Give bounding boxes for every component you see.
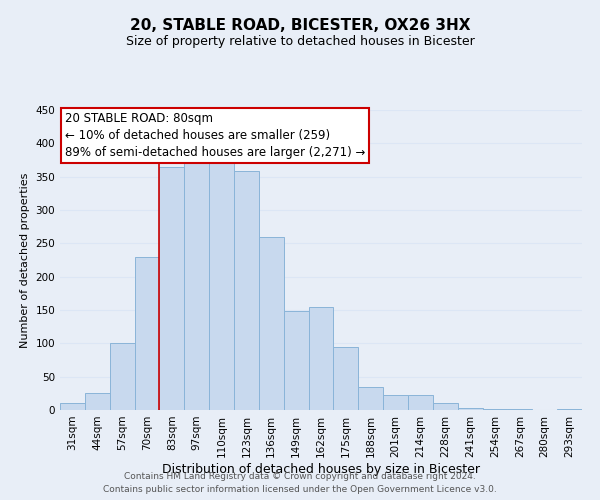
Y-axis label: Number of detached properties: Number of detached properties <box>20 172 30 348</box>
Bar <box>259 236 284 410</box>
Bar <box>160 166 184 410</box>
Bar <box>433 404 458 410</box>
Text: 20 STABLE ROAD: 80sqm
← 10% of detached houses are smaller (259)
89% of semi-det: 20 STABLE ROAD: 80sqm ← 10% of detached … <box>65 112 365 159</box>
Bar <box>110 344 134 410</box>
Bar <box>358 388 383 410</box>
Bar <box>234 172 259 410</box>
Bar <box>408 396 433 410</box>
Text: Contains HM Land Registry data © Crown copyright and database right 2024.
Contai: Contains HM Land Registry data © Crown c… <box>103 472 497 494</box>
Bar <box>334 346 358 410</box>
Text: 20, STABLE ROAD, BICESTER, OX26 3HX: 20, STABLE ROAD, BICESTER, OX26 3HX <box>130 18 470 32</box>
Bar <box>284 312 308 410</box>
X-axis label: Distribution of detached houses by size in Bicester: Distribution of detached houses by size … <box>162 462 480 475</box>
Bar <box>458 408 482 410</box>
Bar <box>383 396 408 410</box>
Bar <box>308 306 334 410</box>
Bar <box>85 394 110 410</box>
Bar <box>134 256 160 410</box>
Bar <box>60 404 85 410</box>
Text: Size of property relative to detached houses in Bicester: Size of property relative to detached ho… <box>125 35 475 48</box>
Bar <box>209 160 234 410</box>
Bar <box>184 164 209 410</box>
